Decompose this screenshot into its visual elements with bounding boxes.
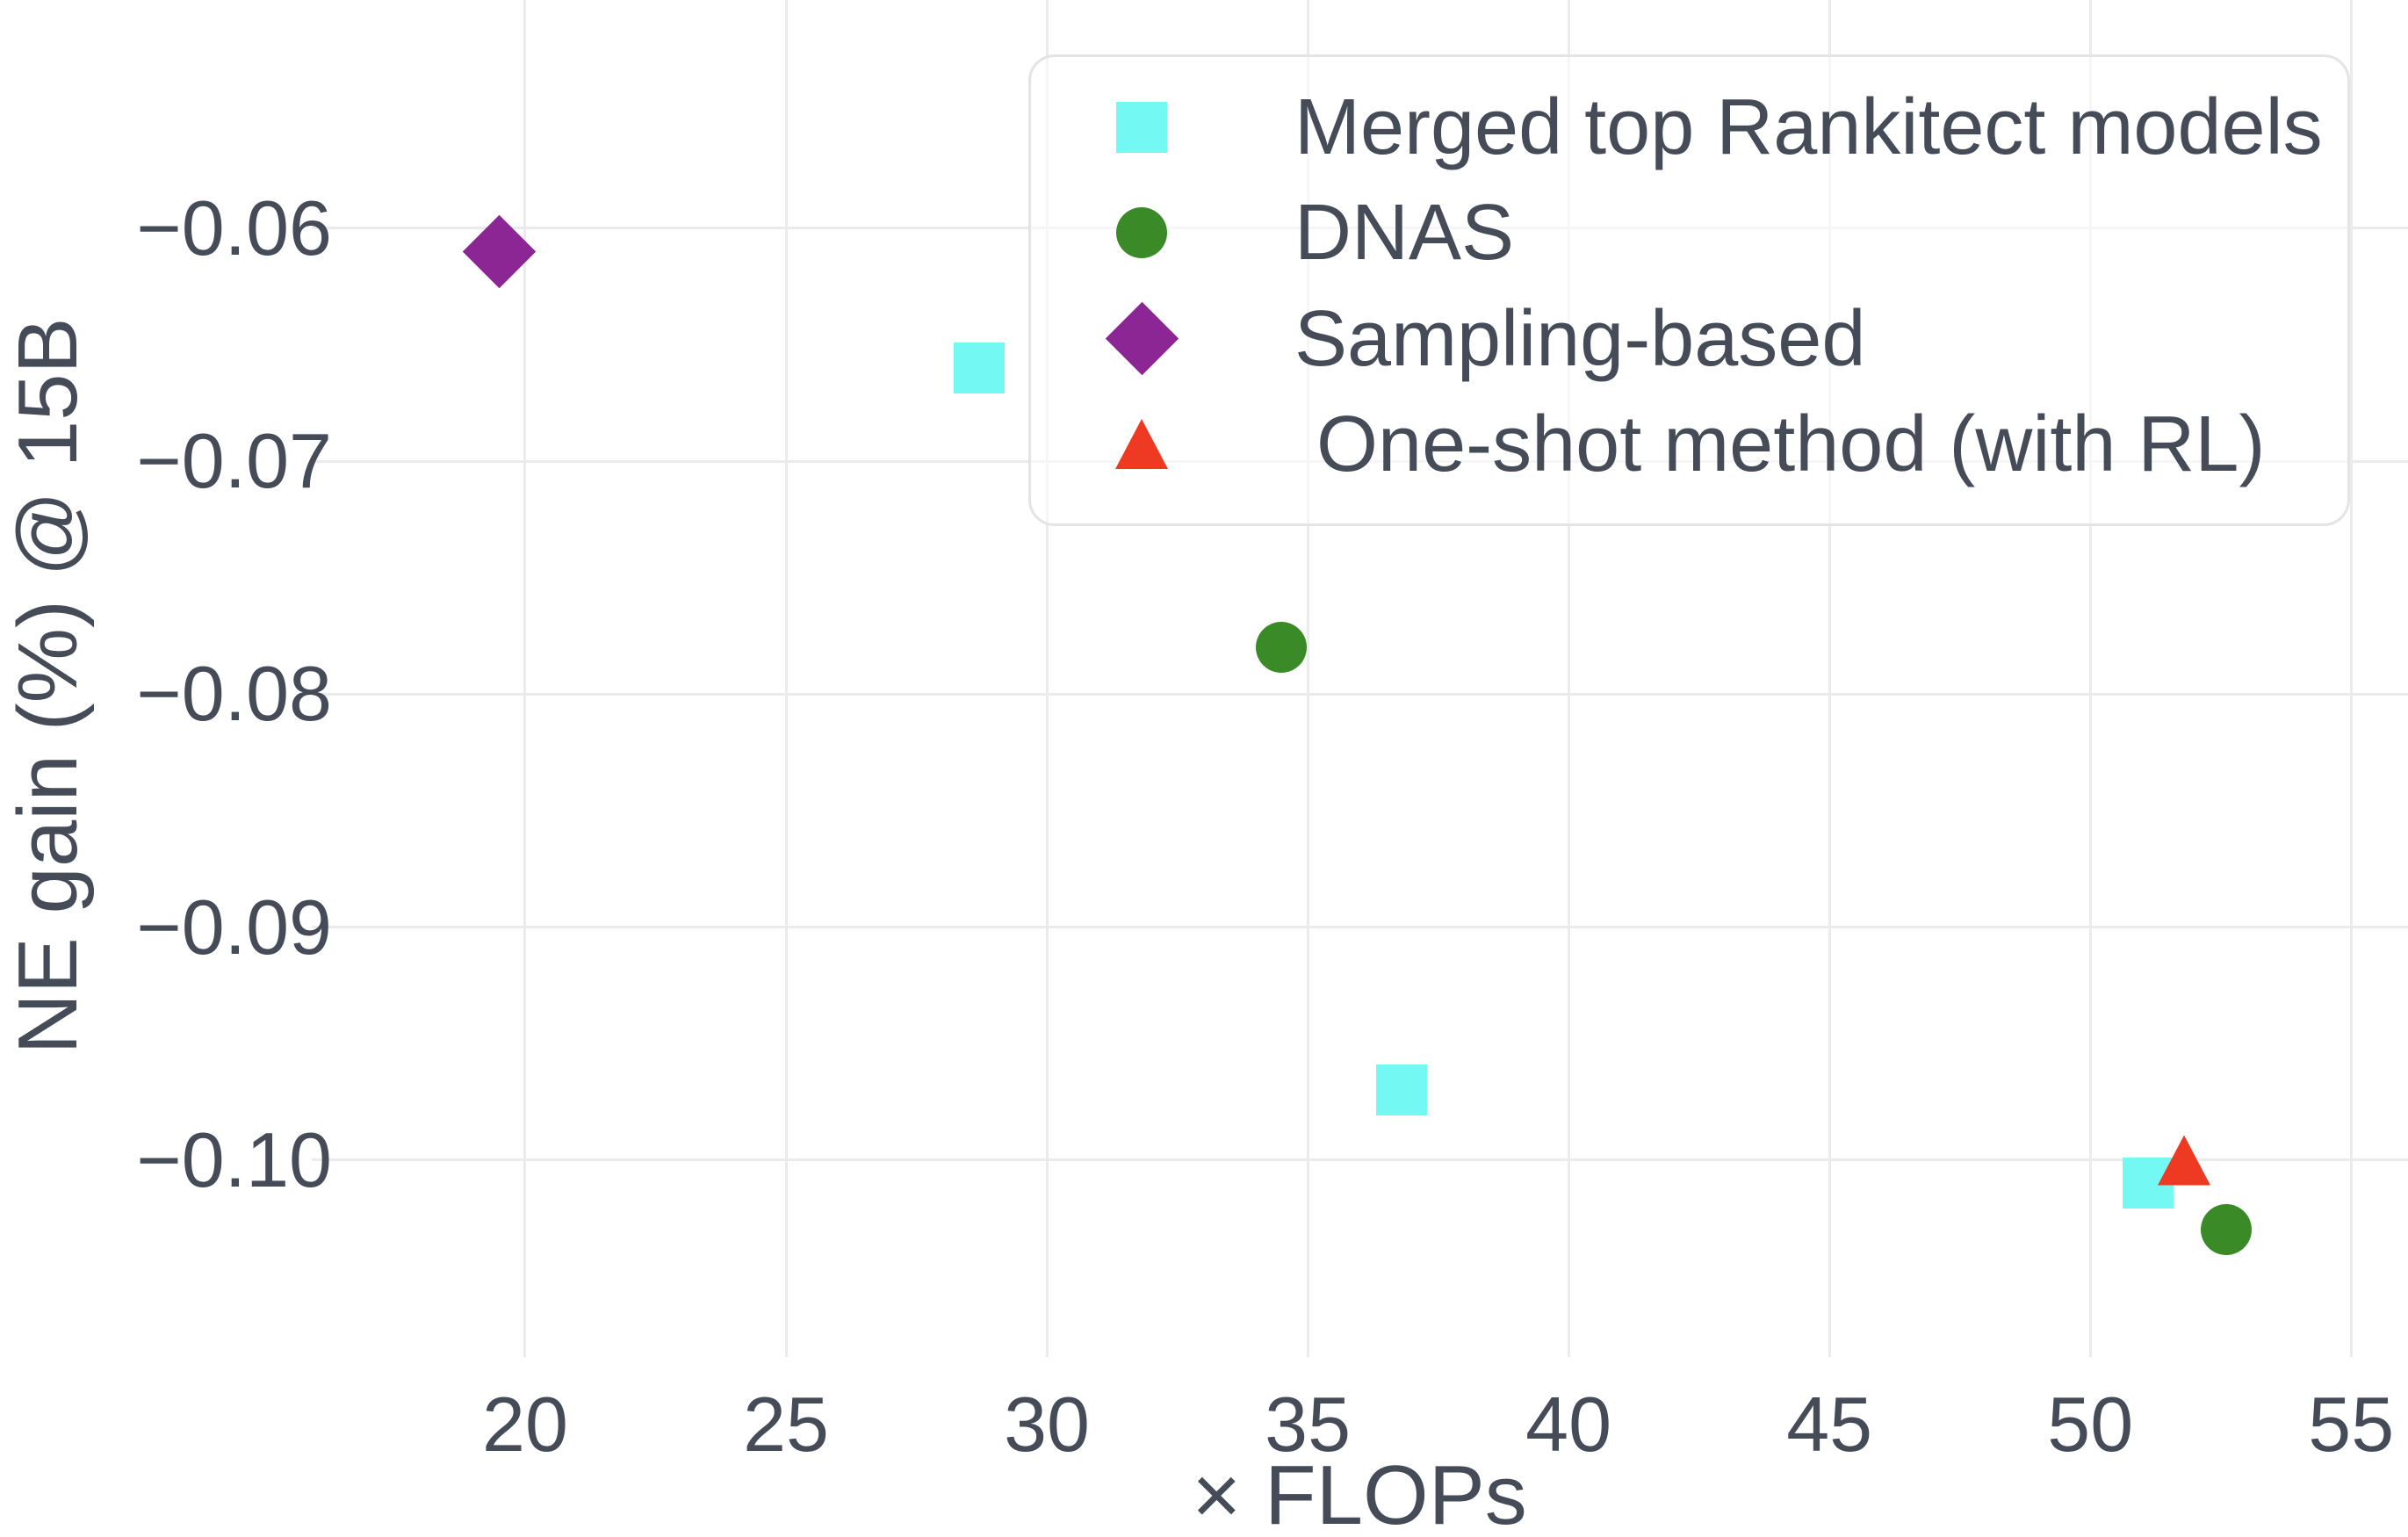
legend-label: Merged top Rankitect models bbox=[1294, 83, 2323, 172]
square-marker-icon bbox=[1376, 1064, 1428, 1116]
circle-marker-icon bbox=[1116, 207, 1167, 259]
x-tick-label: 55 bbox=[2308, 1381, 2395, 1468]
y-tick-label: −0.09 bbox=[136, 883, 332, 971]
horizontal-gridline bbox=[312, 1158, 2408, 1162]
vertical-gridline bbox=[523, 0, 527, 1357]
triangle-marker-icon bbox=[2158, 1135, 2211, 1186]
x-tick-label: 30 bbox=[1004, 1381, 1090, 1468]
x-tick-label: 25 bbox=[743, 1381, 829, 1468]
vertical-gridline bbox=[1828, 0, 1831, 1357]
x-tick-label: 45 bbox=[1786, 1381, 1873, 1468]
legend-label: Sampling-based bbox=[1294, 294, 1866, 383]
diamond-marker-icon bbox=[1105, 301, 1179, 376]
circle-marker-icon bbox=[1256, 622, 1308, 674]
scatter-point bbox=[2200, 1204, 2252, 1256]
legend-entry: Sampling-based bbox=[1091, 286, 2321, 392]
scatter-point bbox=[2158, 1135, 2211, 1186]
x-tick-label: 40 bbox=[1525, 1381, 1612, 1468]
legend-entry: One-shot method (with RL) bbox=[1091, 392, 2321, 497]
legend-label: One-shot method (with RL) bbox=[1294, 400, 2266, 488]
legend-box: Merged top Rankitect models DNAS Sampling-… bbox=[1028, 54, 2350, 526]
x-tick-label: 50 bbox=[2047, 1381, 2134, 1468]
y-tick-label: −0.07 bbox=[136, 417, 332, 505]
horizontal-gridline bbox=[312, 926, 2408, 929]
legend-marker-box bbox=[1091, 207, 1193, 259]
y-axis-title: NE gain (%) @ 15B bbox=[1, 317, 95, 1055]
scatter-point bbox=[462, 214, 536, 289]
vertical-gridline bbox=[784, 0, 788, 1357]
vertical-gridline bbox=[1306, 0, 1309, 1357]
diamond-icon bbox=[1105, 301, 1179, 376]
diamond-marker-icon bbox=[462, 214, 536, 289]
vertical-gridline bbox=[2088, 0, 2092, 1357]
scatter-point bbox=[1376, 1064, 1428, 1116]
y-tick-label: −0.06 bbox=[136, 184, 332, 271]
horizontal-gridline bbox=[312, 692, 2408, 696]
legend-marker-box bbox=[1091, 419, 1193, 470]
legend-marker-box bbox=[1091, 301, 1193, 376]
legend-entry: DNAS bbox=[1091, 180, 2321, 285]
y-tick-label: −0.10 bbox=[136, 1115, 332, 1203]
scatter-point bbox=[1256, 622, 1308, 674]
legend-marker-box bbox=[1091, 102, 1193, 154]
legend-entry: Merged top Rankitect models bbox=[1091, 75, 2323, 180]
diamond-icon bbox=[462, 214, 536, 289]
legend-label: DNAS bbox=[1294, 189, 1515, 278]
scatter-point bbox=[953, 343, 1005, 394]
vertical-gridline bbox=[1045, 0, 1049, 1357]
vertical-gridline bbox=[2349, 0, 2353, 1357]
square-marker-icon bbox=[953, 343, 1005, 394]
triangle-marker-icon bbox=[1115, 419, 1168, 470]
x-tick-label: 20 bbox=[482, 1381, 568, 1468]
vertical-gridline bbox=[1567, 0, 1570, 1357]
x-tick-label: 35 bbox=[1265, 1381, 1352, 1468]
x-axis-title: × FLOPs bbox=[1192, 1448, 1527, 1537]
square-marker-icon bbox=[1116, 102, 1167, 154]
circle-marker-icon bbox=[2200, 1204, 2252, 1256]
y-tick-label: −0.08 bbox=[136, 650, 332, 738]
